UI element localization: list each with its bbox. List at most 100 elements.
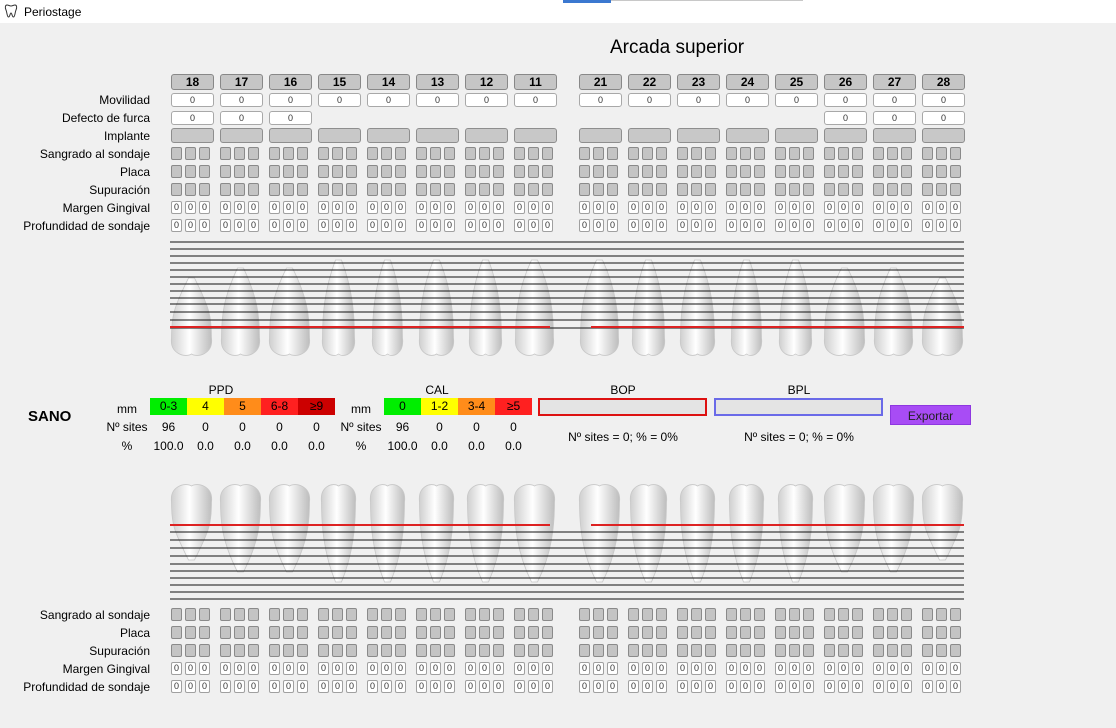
placa-site[interactable] <box>726 165 737 178</box>
lower-margen-site[interactable]: 0 <box>444 662 455 675</box>
upper-tooth-12-icon[interactable] <box>469 259 502 356</box>
placa-site[interactable] <box>185 165 196 178</box>
lower-tooth-16-icon[interactable] <box>269 484 310 573</box>
lower-sangrado-site[interactable] <box>248 608 259 621</box>
margen-site[interactable]: 0 <box>789 201 800 214</box>
lower-sangrado-site[interactable] <box>416 608 427 621</box>
profundidad-site[interactable]: 0 <box>607 219 618 232</box>
lower-placa-site[interactable] <box>220 626 231 639</box>
placa-site[interactable] <box>852 165 863 178</box>
lower-tooth-14-icon[interactable] <box>370 484 405 583</box>
profundidad-site[interactable]: 0 <box>803 219 814 232</box>
sangrado-site[interactable] <box>395 147 406 160</box>
placa-site[interactable] <box>803 165 814 178</box>
lower-sangrado-site[interactable] <box>199 608 210 621</box>
implante-toggle[interactable] <box>416 128 459 143</box>
lower-sangrado-site[interactable] <box>493 608 504 621</box>
lower-margen-site[interactable]: 0 <box>740 662 751 675</box>
lower-sangrado-site[interactable] <box>593 608 604 621</box>
supuracion-site[interactable] <box>607 183 618 196</box>
lower-margen-site[interactable]: 0 <box>607 662 618 675</box>
lower-margen-site[interactable]: 0 <box>465 662 476 675</box>
margen-site[interactable]: 0 <box>852 201 863 214</box>
supuracion-site[interactable] <box>656 183 667 196</box>
margen-site[interactable]: 0 <box>199 201 210 214</box>
margen-site[interactable]: 0 <box>607 201 618 214</box>
margen-site[interactable]: 0 <box>803 201 814 214</box>
profundidad-site[interactable]: 0 <box>950 219 961 232</box>
lower-placa-site[interactable] <box>514 626 525 639</box>
lower-tooth-28-icon[interactable] <box>922 484 963 561</box>
lower-placa-site[interactable] <box>171 626 182 639</box>
lower-profundidad-site[interactable]: 0 <box>248 680 259 693</box>
lower-supuracion-site[interactable] <box>740 644 751 657</box>
sangrado-site[interactable] <box>656 147 667 160</box>
movilidad-field[interactable]: 0 <box>367 93 410 107</box>
lower-margen-site[interactable]: 0 <box>479 662 490 675</box>
lower-sangrado-site[interactable] <box>332 608 343 621</box>
tooth-number-17[interactable]: 17 <box>220 74 263 90</box>
lower-placa-site[interactable] <box>542 626 553 639</box>
lower-profundidad-site[interactable]: 0 <box>528 680 539 693</box>
lower-margen-site[interactable]: 0 <box>628 662 639 675</box>
lower-margen-site[interactable]: 0 <box>416 662 427 675</box>
lower-profundidad-site[interactable]: 0 <box>642 680 653 693</box>
lower-supuracion-site[interactable] <box>691 644 702 657</box>
profundidad-site[interactable]: 0 <box>514 219 525 232</box>
lower-supuracion-site[interactable] <box>318 644 329 657</box>
profundidad-site[interactable]: 0 <box>628 219 639 232</box>
profundidad-site[interactable]: 0 <box>395 219 406 232</box>
lower-sangrado-site[interactable] <box>852 608 863 621</box>
profundidad-site[interactable]: 0 <box>346 219 357 232</box>
profundidad-site[interactable]: 0 <box>199 219 210 232</box>
supuracion-site[interactable] <box>367 183 378 196</box>
lower-placa-site[interactable] <box>579 626 590 639</box>
lower-placa-site[interactable] <box>824 626 835 639</box>
lower-sangrado-site[interactable] <box>726 608 737 621</box>
margen-site[interactable]: 0 <box>677 201 688 214</box>
lower-placa-site[interactable] <box>656 626 667 639</box>
lower-placa-site[interactable] <box>901 626 912 639</box>
profundidad-site[interactable]: 0 <box>171 219 182 232</box>
lower-sangrado-site[interactable] <box>936 608 947 621</box>
lower-placa-site[interactable] <box>283 626 294 639</box>
lower-profundidad-site[interactable]: 0 <box>346 680 357 693</box>
lower-margen-site[interactable]: 0 <box>199 662 210 675</box>
lower-sangrado-site[interactable] <box>465 608 476 621</box>
lower-placa-site[interactable] <box>248 626 259 639</box>
lower-profundidad-site[interactable]: 0 <box>416 680 427 693</box>
lower-placa-site[interactable] <box>234 626 245 639</box>
lower-supuracion-site[interactable] <box>677 644 688 657</box>
supuracion-site[interactable] <box>346 183 357 196</box>
lower-margen-site[interactable]: 0 <box>171 662 182 675</box>
lower-sangrado-site[interactable] <box>838 608 849 621</box>
movilidad-field[interactable]: 0 <box>922 93 965 107</box>
supuracion-site[interactable] <box>171 183 182 196</box>
implante-toggle[interactable] <box>628 128 671 143</box>
profundidad-site[interactable]: 0 <box>479 219 490 232</box>
lower-profundidad-site[interactable]: 0 <box>220 680 231 693</box>
lower-margen-site[interactable]: 0 <box>269 662 280 675</box>
placa-site[interactable] <box>542 165 553 178</box>
lower-margen-site[interactable]: 0 <box>185 662 196 675</box>
placa-site[interactable] <box>740 165 751 178</box>
lower-profundidad-site[interactable]: 0 <box>838 680 849 693</box>
tooth-number-24[interactable]: 24 <box>726 74 769 90</box>
lower-supuracion-site[interactable] <box>332 644 343 657</box>
profundidad-site[interactable]: 0 <box>789 219 800 232</box>
placa-site[interactable] <box>514 165 525 178</box>
lower-supuracion-site[interactable] <box>528 644 539 657</box>
movilidad-field[interactable]: 0 <box>677 93 720 107</box>
profundidad-site[interactable]: 0 <box>430 219 441 232</box>
lower-profundidad-site[interactable]: 0 <box>493 680 504 693</box>
lower-sangrado-site[interactable] <box>444 608 455 621</box>
margen-site[interactable]: 0 <box>579 201 590 214</box>
placa-site[interactable] <box>367 165 378 178</box>
supuracion-site[interactable] <box>754 183 765 196</box>
supuracion-site[interactable] <box>593 183 604 196</box>
lower-supuracion-site[interactable] <box>775 644 786 657</box>
sangrado-site[interactable] <box>346 147 357 160</box>
supuracion-site[interactable] <box>220 183 231 196</box>
supuracion-site[interactable] <box>248 183 259 196</box>
placa-site[interactable] <box>593 165 604 178</box>
